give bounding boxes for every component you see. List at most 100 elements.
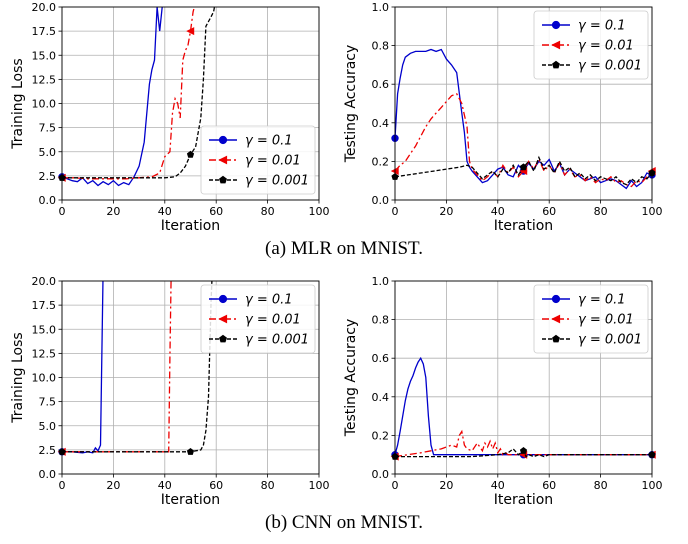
x-tick-label: 40 — [158, 479, 172, 492]
series-line-2 — [62, 7, 216, 179]
x-tick-label: 80 — [261, 479, 275, 492]
chart-b-acc: 0 20 40 60 80 100 0.0 0.2 0.4 0.6 0.8 1.0 Iteration T… — [343, 275, 663, 508]
x-axis-label: Iteration — [494, 492, 553, 508]
y-tick-label: 5.0 — [39, 420, 57, 433]
x-tick-label: 60 — [542, 479, 556, 492]
plot-frame — [61, 280, 320, 475]
x-tick-label: 0 — [392, 479, 399, 492]
y-tick-label: 0.0 — [372, 468, 390, 481]
y-tick-label: 7.5 — [39, 122, 57, 135]
x-tick-label: 80 — [594, 205, 608, 218]
y-tick-label: 5.0 — [39, 146, 57, 159]
x-tick-label: 20 — [439, 479, 453, 492]
y-tick-label: 15.0 — [32, 49, 57, 62]
x-tick-label: 0 — [59, 479, 66, 492]
x-tick-label: 100 — [309, 205, 330, 218]
series-line-1 — [395, 429, 652, 458]
series-2-marker — [186, 447, 195, 455]
legend-label-2: γ = 0.001 — [578, 59, 642, 74]
legend-label-0: γ = 0.1 — [245, 293, 293, 308]
chart-a-acc: 0 20 40 60 80 100 0.0 0.2 0.4 0.6 0.8 1.0 Iteration T… — [343, 1, 663, 234]
y-tick-label: 0.2 — [372, 155, 390, 168]
x-tick-label: 100 — [309, 479, 330, 492]
legend-marker-2 — [219, 175, 227, 184]
legend-label-1: γ = 0.01 — [245, 154, 301, 169]
legend: γ = 0.1 γ = 0.01 γ = 0.001 — [200, 125, 316, 195]
x-tick-label: 80 — [594, 479, 608, 492]
legend-marker-1 — [551, 314, 561, 324]
series-line-0 — [395, 356, 652, 456]
plot-frame — [394, 6, 653, 201]
legend-label-0: γ = 0.1 — [578, 19, 626, 34]
y-tick-label: 0.4 — [372, 391, 390, 404]
series-line-1 — [395, 92, 652, 188]
x-tick-label: 20 — [439, 205, 453, 218]
y-tick-label: 0.0 — [39, 468, 57, 481]
plot-frame — [61, 6, 320, 201]
legend-box — [533, 284, 649, 354]
legend-marker-1 — [551, 40, 561, 50]
y-tick-label: 12.5 — [32, 347, 57, 360]
chart-b-loss: 0 20 40 60 80 100 0.0 2.5 5.0 7.5 10.0 12.5 15.0 17.5… — [10, 275, 330, 508]
x-tick-label: 20 — [106, 479, 120, 492]
y-axis-label: Training Loss — [10, 58, 26, 149]
y-tick-label: 20.0 — [32, 275, 57, 288]
chart-a-loss: 0 20 40 60 80 100 0.0 2.5 5.0 7.5 10.0 12.5 15.0 17.5… — [10, 1, 330, 234]
y-tick-label: 0.8 — [372, 40, 390, 53]
y-tick-label: 0.4 — [372, 117, 390, 130]
legend-label-1: γ = 0.01 — [245, 313, 301, 328]
y-tick-label: 0.0 — [39, 194, 57, 207]
x-axis-label: Iteration — [161, 218, 220, 234]
x-tick-label: 40 — [491, 479, 505, 492]
x-tick-label: 60 — [209, 205, 223, 218]
legend-marker-0 — [551, 294, 561, 304]
x-tick-label: 100 — [642, 205, 663, 218]
series-1-marker — [186, 27, 195, 36]
legend: γ = 0.1 γ = 0.01 γ = 0.001 — [533, 10, 649, 80]
y-axis-label: Training Loss — [10, 332, 26, 423]
series-line-1 — [62, 281, 172, 453]
x-tick-label: 60 — [209, 479, 223, 492]
legend-label-2: γ = 0.001 — [245, 333, 309, 348]
y-tick-label: 1.0 — [372, 1, 390, 14]
x-tick-label: 80 — [261, 205, 275, 218]
legend: γ = 0.1 γ = 0.01 γ = 0.001 — [533, 284, 649, 354]
y-tick-label: 7.5 — [39, 396, 57, 409]
legend-marker-0 — [218, 294, 228, 304]
y-tick-label: 2.5 — [39, 444, 57, 457]
y-tick-label: 1.0 — [372, 275, 390, 288]
x-tick-label: 0 — [392, 205, 399, 218]
y-tick-label: 0.6 — [372, 352, 390, 365]
series-line-2 — [395, 448, 652, 458]
y-tick-label: 10.0 — [32, 372, 57, 385]
series-line-2 — [62, 281, 213, 453]
y-axis-label: Testing Accuracy — [343, 319, 359, 438]
x-tick-label: 100 — [642, 479, 663, 492]
legend-marker-2 — [552, 334, 560, 343]
x-tick-label: 0 — [59, 205, 66, 218]
legend-label-2: γ = 0.001 — [578, 333, 642, 348]
x-tick-label: 40 — [491, 205, 505, 218]
caption-a: (a) MLR on MNIST. — [265, 238, 423, 259]
legend-box — [200, 284, 316, 354]
legend-marker-0 — [218, 135, 228, 145]
legend-marker-0 — [551, 20, 561, 30]
legend-box — [533, 10, 649, 80]
x-tick-label: 20 — [106, 205, 120, 218]
legend-box — [200, 125, 316, 195]
x-axis-label: Iteration — [161, 492, 220, 508]
series-line-2 — [395, 155, 652, 186]
y-tick-label: 17.5 — [32, 25, 57, 38]
series-2-marker — [519, 446, 528, 454]
y-tick-label: 0.0 — [372, 194, 390, 207]
legend: γ = 0.1 γ = 0.01 γ = 0.001 — [200, 284, 316, 354]
legend-label-1: γ = 0.01 — [578, 313, 634, 328]
legend-marker-2 — [219, 334, 227, 343]
series-line-0 — [395, 48, 652, 190]
x-axis-label: Iteration — [494, 218, 553, 234]
y-tick-label: 12.5 — [32, 73, 57, 86]
plot-frame — [394, 280, 653, 475]
legend-marker-1 — [218, 155, 228, 165]
legend-label-1: γ = 0.01 — [578, 39, 634, 54]
